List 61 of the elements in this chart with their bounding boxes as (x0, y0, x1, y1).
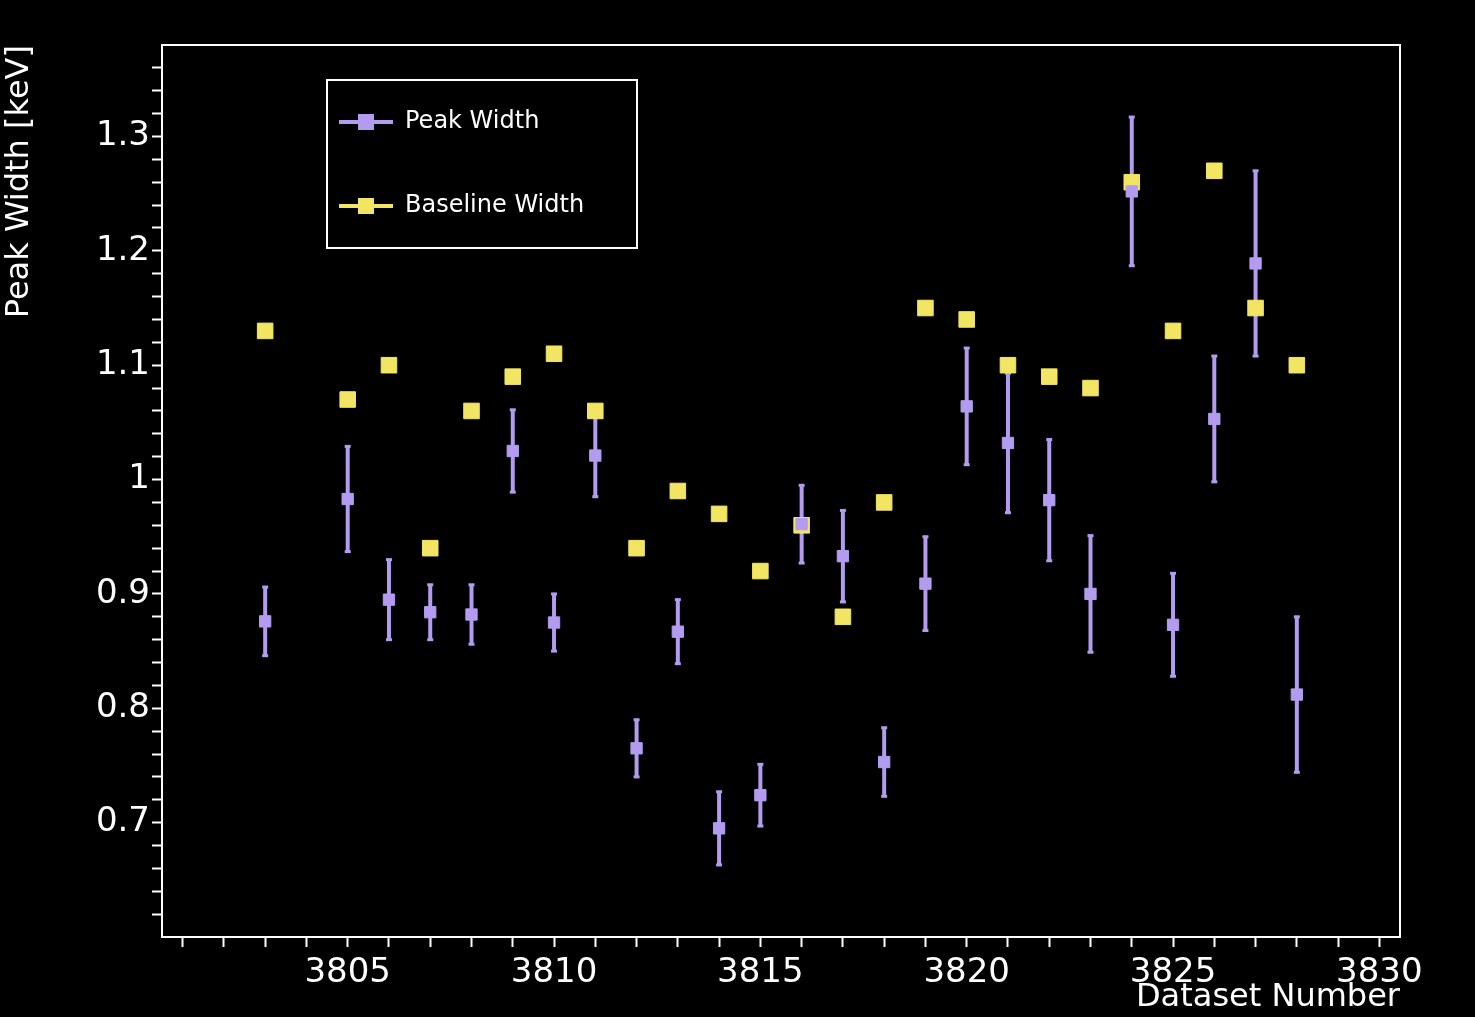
x-tick-label: 3820 (923, 950, 1010, 991)
point (836, 550, 850, 563)
point (339, 391, 356, 408)
point (1206, 162, 1223, 180)
point (878, 755, 891, 769)
point (1290, 688, 1303, 701)
y-axis-title: Peak Width [keV] (0, 45, 36, 319)
point (587, 402, 604, 420)
point (506, 444, 519, 458)
y-tick-label: 1.2 (95, 227, 150, 268)
y-tick-label: 1.1 (95, 342, 150, 383)
point (671, 625, 684, 638)
y-tick-label: 1 (128, 456, 150, 497)
point (545, 345, 563, 363)
point (1249, 257, 1262, 270)
point (504, 368, 522, 385)
y-tick-label: 0.8 (95, 685, 150, 726)
point (382, 593, 396, 606)
point (960, 400, 973, 413)
point (1247, 299, 1264, 317)
point (463, 402, 480, 420)
point (1208, 412, 1221, 426)
point (875, 494, 893, 511)
legend-label: Peak Width (405, 106, 540, 135)
point (917, 299, 934, 317)
point (547, 616, 561, 629)
x-tick-label: 3805 (304, 950, 391, 991)
point (1288, 356, 1306, 374)
point (380, 356, 398, 374)
point (421, 539, 439, 557)
point (1125, 185, 1138, 198)
point (341, 492, 354, 506)
point (999, 356, 1017, 374)
point (1001, 436, 1015, 450)
point (256, 322, 274, 340)
point (259, 615, 272, 628)
point (1084, 587, 1097, 601)
point (589, 449, 602, 462)
point (1166, 618, 1180, 631)
legend-label: Baseline Width (405, 190, 585, 219)
x-tick-label: 3810 (510, 950, 598, 991)
point (1164, 322, 1182, 340)
point (754, 789, 767, 802)
point (628, 539, 645, 557)
point (465, 608, 478, 621)
point (424, 606, 437, 619)
y-tick-label: 0.9 (95, 570, 150, 611)
x-tick-label: 3815 (717, 950, 804, 991)
point (1082, 379, 1099, 397)
y-tick-label: 0.7 (95, 799, 150, 840)
point (919, 577, 932, 590)
point (1043, 493, 1056, 507)
point (710, 505, 728, 523)
point (752, 562, 769, 580)
point (1040, 368, 1058, 385)
point (834, 608, 852, 626)
point (669, 482, 687, 500)
point (630, 742, 643, 755)
y-tick-label: 1.3 (95, 113, 150, 154)
point (958, 311, 975, 328)
point (712, 822, 726, 835)
